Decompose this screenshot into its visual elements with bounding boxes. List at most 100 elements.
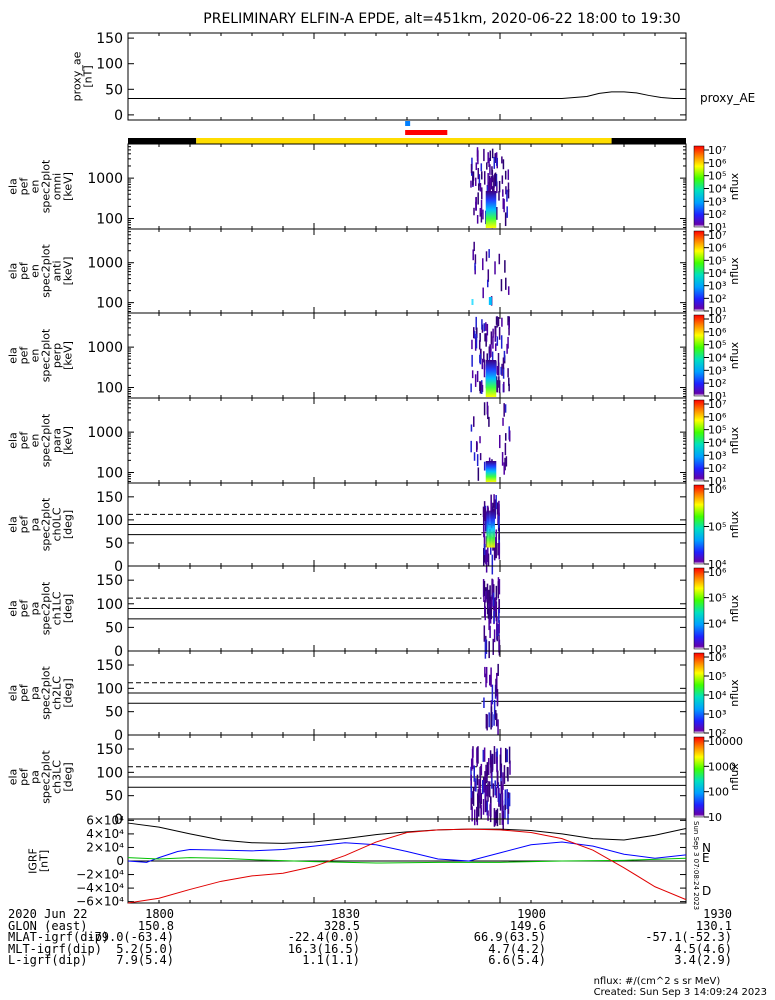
status-segment-blue [405, 121, 411, 126]
colorbar-tick-label: 10³ [708, 643, 726, 656]
heatmap-cell [479, 453, 482, 461]
heatmap-cell [474, 262, 476, 271]
colorbar-tick-label: 10² [708, 292, 726, 305]
heatmap-cell [491, 148, 494, 159]
heatmap-cell [484, 333, 486, 342]
y-axis-label-line: ela [7, 432, 20, 449]
heatmap-cell [497, 624, 499, 637]
heatmap-cell [492, 328, 494, 338]
y-axis-label-line: ch3LC [51, 760, 64, 794]
heatmap-cell [502, 189, 504, 197]
colorbar-tick-label: 10⁵ [708, 339, 726, 352]
heatmap-cell [483, 171, 486, 185]
series-line-proxy-ae [128, 91, 686, 100]
y-axis-label-line: en [29, 264, 42, 278]
heatmap-cell [473, 765, 475, 782]
heatmap-cell [499, 754, 502, 771]
heatmap-cell [495, 376, 498, 385]
heatmap-cell [497, 663, 499, 676]
series-line-d [127, 828, 687, 904]
heatmap-cell [504, 170, 507, 180]
heatmap-cell [498, 180, 501, 193]
heatmap-intense-region [485, 461, 497, 482]
heatmap-cell [504, 804, 506, 819]
heatmap-cell [502, 772, 504, 790]
heatmap-cell [494, 343, 497, 352]
heatmap-cell [485, 799, 487, 812]
x-axis-row-value: 5.2(5.0) [116, 941, 174, 956]
heatmap-cell [472, 249, 474, 261]
colorbar-tick-label: 10¹ [708, 305, 726, 318]
heatmap-cell [476, 747, 478, 767]
heatmap-cell [501, 363, 503, 376]
heatmap-cell [498, 380, 501, 394]
heatmap-cell [495, 529, 498, 542]
y-tick-label: 1000 [87, 171, 123, 187]
y-axis-label-line: pef [18, 683, 31, 702]
heatmap-cell [475, 196, 477, 211]
series-label-e: E [702, 851, 710, 865]
y-axis-label: elapefpaspec2plotch3LC[deg] [7, 750, 75, 804]
y-axis-label-line: proxy_ae [71, 51, 84, 101]
heatmap-cell [476, 806, 478, 822]
heatmap-cell [491, 594, 493, 608]
colorbar-tick-label: 10³ [708, 708, 726, 721]
heatmap-cell [494, 499, 496, 519]
heatmap-cell [502, 367, 505, 379]
heatmap-cell [487, 758, 490, 776]
y-axis-label-line: spec2plot [40, 666, 53, 720]
heatmap-cell [494, 153, 496, 163]
y-tick-label: 6×10⁴ [86, 813, 124, 827]
heatmap-cell [497, 362, 500, 376]
y-axis-label-line: [keV] [62, 257, 75, 286]
heatmap-cell [476, 793, 479, 813]
y-axis-label-line: spec2plot [40, 328, 53, 382]
heatmap-cell [495, 713, 498, 727]
heatmap-cell [495, 710, 497, 721]
x-axis-row-value: 1.1(1.1) [302, 953, 360, 967]
y-axis-label-line: ela [7, 600, 20, 617]
heatmap-cell [483, 501, 486, 512]
heatmap-cell [494, 325, 496, 335]
x-axis-row-value: 16.3(16.5) [287, 941, 360, 956]
x-tick-label: 1930 [703, 907, 732, 921]
heatmap-cell [496, 616, 498, 635]
series-label-proxy-ae: proxy_AE [700, 91, 755, 105]
heatmap-cell [502, 159, 505, 170]
colorbar-tick-label: 10³ [708, 449, 726, 462]
heatmap-cell [504, 433, 507, 441]
panel-frame [127, 32, 687, 121]
heatmap-cell [483, 543, 486, 556]
heatmap-cell [470, 424, 473, 432]
y-axis-label-line: pef [18, 431, 31, 450]
heatmap-cell [482, 799, 485, 815]
x-axis-row-value: 328.5 [323, 918, 360, 933]
heatmap-cell [473, 207, 475, 216]
heatmap-cell [508, 383, 510, 392]
colorbar-label: nflux [728, 679, 741, 707]
colorbar-tick-label: 10⁷ [708, 398, 726, 411]
heatmap-cell [480, 804, 482, 816]
heatmap-cell [479, 349, 482, 358]
heatmap-cell [496, 316, 498, 328]
colorbar-tick-label: 10⁴ [708, 437, 727, 450]
y-axis-label-line: ch0LC [51, 507, 64, 541]
heatmap-cell [501, 156, 503, 164]
heatmap-cell [483, 747, 486, 762]
heatmap-cell [504, 260, 506, 273]
y-axis-label: elapefenspec2plotanti[keV] [7, 244, 75, 298]
x-axis-row-label: MLAT-igrf(dip) [8, 930, 110, 944]
x-axis-row: MLT-igrf(dip) 5.2(5.0) 16.3(16.5) 4.7(4.2) 4… [8, 941, 768, 956]
heatmap-cell [508, 321, 510, 330]
heatmap-cell [496, 756, 498, 773]
y-tick-label: 50 [105, 82, 123, 98]
x-axis-row-value: 3.4(2.9) [674, 953, 732, 967]
heatmap-cell [505, 277, 507, 290]
colorbar-ramp [693, 314, 705, 397]
heatmap-cell [504, 747, 507, 763]
heatmap-cell [504, 442, 507, 456]
heatmap-cell [508, 746, 511, 764]
heatmap-cell [493, 177, 495, 192]
heatmap-cell [506, 749, 508, 763]
heatmap-cell [504, 789, 507, 805]
